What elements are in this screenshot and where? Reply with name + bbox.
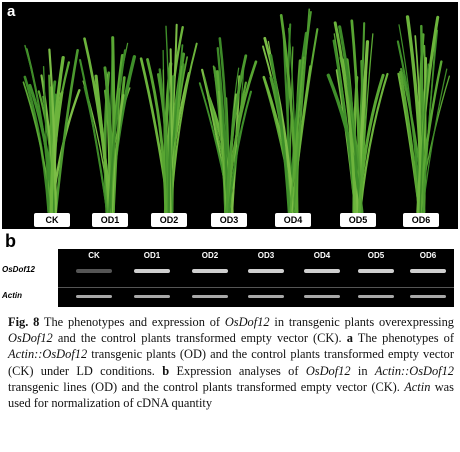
- osdof12-band: [134, 269, 170, 273]
- actin-band: [76, 295, 112, 298]
- gel-image: CK OD1 OD2 OD3 OD4 OD5 OD6: [58, 249, 454, 307]
- plant-od3: [198, 37, 258, 214]
- figure-caption: Fig. 8 The phenotypes and expression of …: [8, 315, 455, 411]
- lane-label-od6: OD6: [419, 251, 437, 260]
- actin-band: [134, 295, 170, 298]
- expression-panel: b OsDof12 Actin CK OD1 OD2 OD3 OD4 OD5 OD6: [2, 231, 458, 310]
- pot-label-ck: CK: [34, 213, 70, 227]
- osdof12-band: [248, 269, 284, 273]
- lane-label-od5: OD5: [367, 251, 385, 260]
- lane-label-od4: OD4: [313, 251, 331, 260]
- osdof12-band: [76, 269, 112, 273]
- lane-label-od1: OD1: [143, 251, 161, 260]
- lane-label-od2: OD2: [201, 251, 219, 260]
- lane-label-ck: CK: [88, 251, 100, 260]
- osdof12-band: [410, 269, 446, 273]
- pot-label-od1: OD1: [92, 213, 128, 227]
- osdof12-band: [358, 269, 394, 273]
- pot-label-od6: OD6: [403, 213, 439, 227]
- plant-od4: [262, 8, 319, 214]
- plant-od5: [326, 19, 389, 214]
- plant-od2: [139, 23, 198, 214]
- actin-band: [192, 295, 228, 298]
- panel-a-letter: a: [7, 3, 16, 20]
- pot-label-od5: OD5: [340, 213, 376, 227]
- plant-ck: [22, 44, 81, 214]
- row-label-osdof12: OsDof12: [2, 265, 35, 274]
- pot-label-od2: OD2: [151, 213, 187, 227]
- pot-label-od4: OD4: [275, 213, 311, 227]
- pot-label-od3: OD3: [211, 213, 247, 227]
- osdof12-band: [304, 269, 340, 273]
- plant-od6: [396, 15, 451, 214]
- panel-b-letter: b: [5, 231, 16, 251]
- plant-photo: [22, 8, 451, 214]
- lane-label-od3: OD3: [257, 251, 275, 260]
- figure-label: Fig. 8: [8, 315, 40, 329]
- actin-band: [248, 295, 284, 298]
- actin-band: [304, 295, 340, 298]
- actin-band: [358, 295, 394, 298]
- plant-od1: [79, 36, 137, 214]
- actin-band: [410, 295, 446, 298]
- gel-divider: [58, 287, 454, 288]
- osdof12-band: [192, 269, 228, 273]
- phenotype-panel: a CK OD1 OD2 OD3 OD4 OD5 OD6: [2, 2, 458, 229]
- row-label-actin: Actin: [2, 291, 22, 300]
